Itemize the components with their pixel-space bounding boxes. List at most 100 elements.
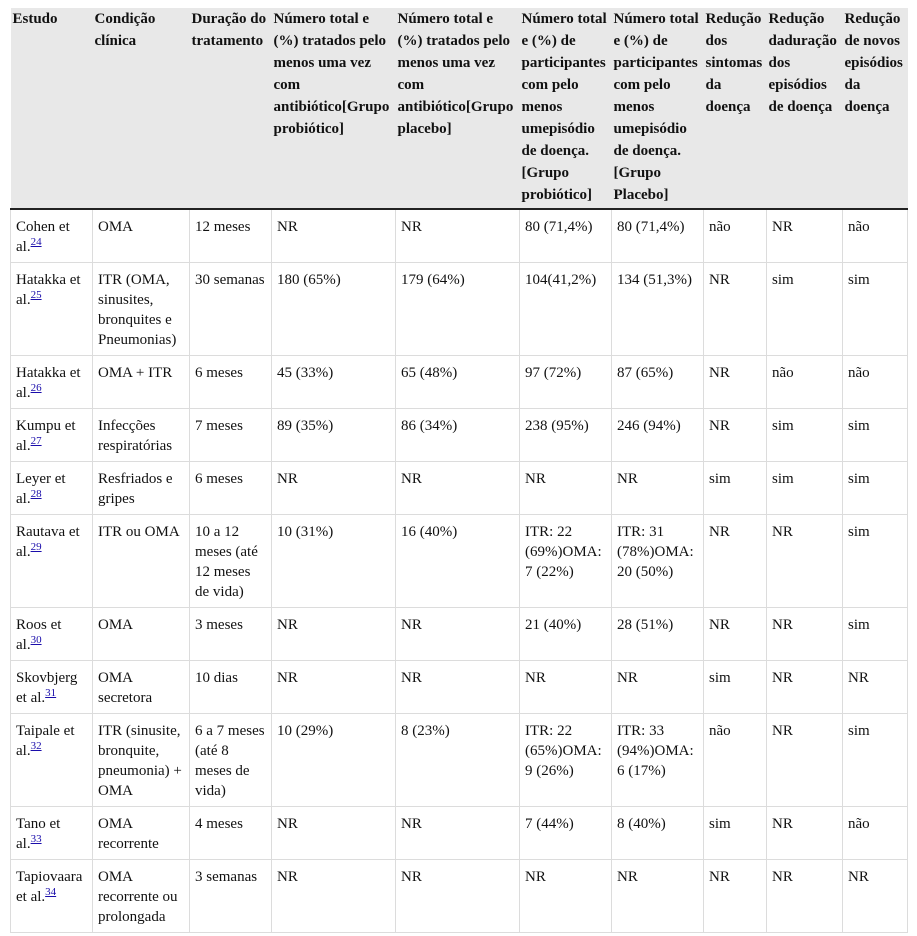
new-episode-reduction-cell: sim: [842, 461, 908, 515]
table-body: Cohen et al.24 OMA 12 meses NR NR 80 (71,4%) 8…: [10, 209, 908, 933]
episodes-probiotic-cell: NR: [519, 660, 612, 714]
abx-probiotic-cell: NR: [271, 461, 396, 515]
episodes-placebo-cell: NR: [611, 461, 704, 515]
study-cell: Kumpu et al.27: [10, 408, 93, 462]
table-row: Tapiovaara et al.34 OMA recorrente ou pro…: [10, 859, 908, 933]
episodes-placebo-cell: NR: [611, 660, 704, 714]
duration-cell: 6 meses: [189, 461, 272, 515]
condition-cell: Infecções respiratórias: [92, 408, 190, 462]
symptom-reduction-cell: NR: [703, 859, 767, 933]
condition-cell: OMA recorrente ou prolongada: [92, 859, 190, 933]
table-row: Hatakka et al.26 OMA + ITR 6 meses 45 (33%)…: [10, 355, 908, 409]
abx-placebo-cell: NR: [395, 607, 520, 661]
table-row: Hatakka et al.25 ITR (OMA, sinusites, bro…: [10, 262, 908, 356]
duration-reduction-cell: sim: [766, 461, 843, 515]
duration-reduction-cell: NR: [766, 209, 843, 263]
condition-cell: ITR ou OMA: [92, 514, 190, 608]
header-cell-abx-placebo: Número total e (%) tratados pelo menos u…: [395, 8, 520, 210]
duration-cell: 3 meses: [189, 607, 272, 661]
symptom-reduction-cell: sim: [703, 660, 767, 714]
abx-placebo-cell: NR: [395, 461, 520, 515]
reference-link[interactable]: 30: [30, 634, 42, 646]
study-name: Cohen et al.: [16, 219, 70, 255]
study-name: Tano et al.: [16, 816, 61, 852]
duration-cell: 10 a 12 meses (até 12 meses de vida): [189, 514, 272, 608]
table-row: Kumpu et al.27 Infecções respiratórias 7 m…: [10, 408, 908, 462]
table-row: Skovbjerg et al.31 OMA secretora 10 dias NR…: [10, 660, 908, 714]
table-row: Tano et al.33 OMA recorrente 4 meses NR NR 7 …: [10, 806, 908, 860]
condition-cell: OMA: [92, 209, 190, 263]
new-episode-reduction-cell: NR: [842, 660, 908, 714]
new-episode-reduction-cell: NR: [842, 859, 908, 933]
study-cell: Hatakka et al.26: [10, 355, 93, 409]
abx-probiotic-cell: NR: [271, 859, 396, 933]
duration-reduction-cell: NR: [766, 514, 843, 608]
study-cell: Taipale et al.32: [10, 713, 93, 807]
episodes-placebo-cell: ITR: 31 (78%)OMA: 20 (50%): [611, 514, 704, 608]
reference-link[interactable]: 28: [30, 488, 42, 500]
reference-link[interactable]: 27: [30, 435, 42, 447]
header-cell-abx-probiotic: Número total e (%) tratados pelo menos u…: [271, 8, 396, 210]
header-cell-duration-reduction: Redução daduração dos episódios de doenç…: [766, 8, 843, 210]
new-episode-reduction-cell: não: [842, 806, 908, 860]
study-cell: Roos et al.30: [10, 607, 93, 661]
duration-reduction-cell: NR: [766, 660, 843, 714]
header-cell-symptom-reduction: Redução dos sintomas da doença: [703, 8, 767, 210]
new-episode-reduction-cell: não: [842, 209, 908, 263]
episodes-placebo-cell: 87 (65%): [611, 355, 704, 409]
reference-link[interactable]: 29: [30, 541, 42, 553]
study-cell: Rautava et al.29: [10, 514, 93, 608]
episodes-placebo-cell: 134 (51,3%): [611, 262, 704, 356]
new-episode-reduction-cell: sim: [842, 607, 908, 661]
abx-placebo-cell: NR: [395, 806, 520, 860]
study-name: Leyer et al.: [16, 471, 66, 507]
episodes-placebo-cell: NR: [611, 859, 704, 933]
abx-placebo-cell: 65 (48%): [395, 355, 520, 409]
condition-cell: OMA secretora: [92, 660, 190, 714]
new-episode-reduction-cell: sim: [842, 713, 908, 807]
header-cell-study: Estudo: [10, 8, 93, 210]
duration-reduction-cell: sim: [766, 262, 843, 356]
table-row: Roos et al.30 OMA 3 meses NR NR 21 (40%) 28 (5…: [10, 607, 908, 661]
reference-link[interactable]: 31: [45, 687, 57, 699]
abx-placebo-cell: 179 (64%): [395, 262, 520, 356]
symptom-reduction-cell: NR: [703, 514, 767, 608]
reference-link[interactable]: 32: [30, 740, 42, 752]
reference-link[interactable]: 25: [30, 289, 42, 301]
symptom-reduction-cell: não: [703, 209, 767, 263]
episodes-placebo-cell: ITR: 33 (94%)OMA: 6 (17%): [611, 713, 704, 807]
study-cell: Hatakka et al.25: [10, 262, 93, 356]
new-episode-reduction-cell: sim: [842, 262, 908, 356]
study-name: Taipale et al.: [16, 723, 75, 759]
study-cell: Cohen et al.24: [10, 209, 93, 263]
episodes-probiotic-cell: ITR: 22 (69%)OMA: 7 (22%): [519, 514, 612, 608]
condition-cell: OMA recorrente: [92, 806, 190, 860]
duration-cell: 4 meses: [189, 806, 272, 860]
condition-cell: ITR (OMA, sinusites, bronquites e Pneumo…: [92, 262, 190, 356]
episodes-probiotic-cell: 80 (71,4%): [519, 209, 612, 263]
abx-probiotic-cell: 180 (65%): [271, 262, 396, 356]
abx-probiotic-cell: 45 (33%): [271, 355, 396, 409]
reference-link[interactable]: 34: [45, 886, 57, 898]
episodes-probiotic-cell: 21 (40%): [519, 607, 612, 661]
duration-cell: 3 semanas: [189, 859, 272, 933]
episodes-placebo-cell: 80 (71,4%): [611, 209, 704, 263]
study-cell: Skovbjerg et al.31: [10, 660, 93, 714]
new-episode-reduction-cell: sim: [842, 514, 908, 608]
reference-link[interactable]: 33: [30, 833, 42, 845]
symptom-reduction-cell: NR: [703, 408, 767, 462]
header-cell-duration: Duração do tratamento: [189, 8, 272, 210]
duration-reduction-cell: não: [766, 355, 843, 409]
duration-reduction-cell: NR: [766, 607, 843, 661]
duration-cell: 12 meses: [189, 209, 272, 263]
abx-placebo-cell: 86 (34%): [395, 408, 520, 462]
reference-link[interactable]: 24: [30, 236, 42, 248]
reference-link[interactable]: 26: [30, 382, 42, 394]
abx-probiotic-cell: NR: [271, 660, 396, 714]
duration-reduction-cell: NR: [766, 806, 843, 860]
studies-table: Estudo Condição clínica Duração do trata…: [10, 8, 908, 933]
episodes-probiotic-cell: NR: [519, 859, 612, 933]
study-name: Tapiovaara et al.: [16, 869, 83, 905]
abx-probiotic-cell: NR: [271, 607, 396, 661]
duration-reduction-cell: NR: [766, 859, 843, 933]
